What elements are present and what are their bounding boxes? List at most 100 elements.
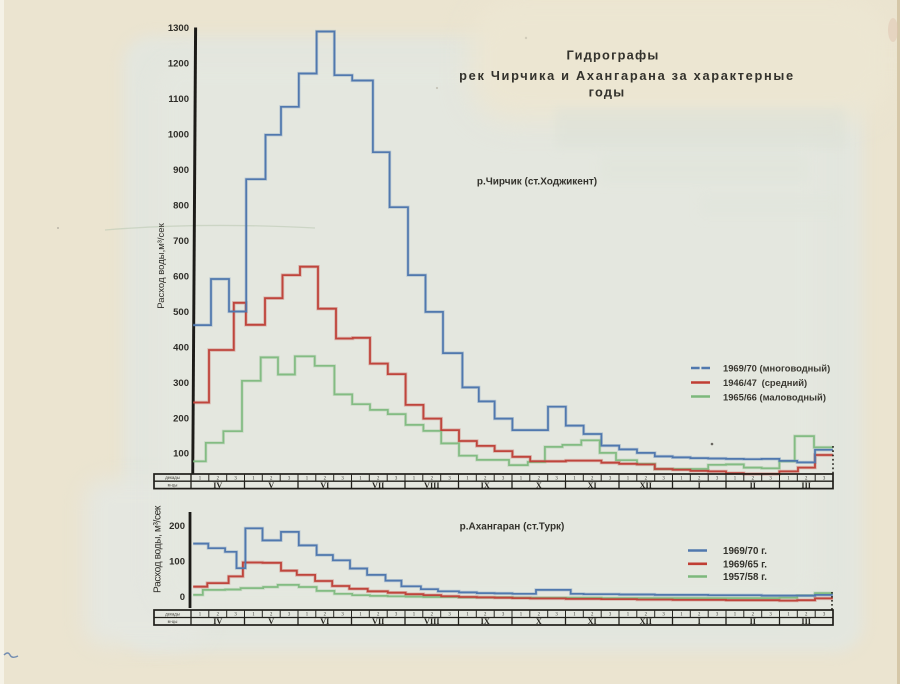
svg-text:100: 100 <box>169 557 185 568</box>
svg-text:2: 2 <box>217 476 220 481</box>
svg-text:3: 3 <box>288 476 291 481</box>
svg-text:1: 1 <box>787 476 790 481</box>
svg-text:р.Ахангаран (ст.Турк): р.Ахангаран (ст.Турк) <box>460 522 565 533</box>
svg-text:900: 900 <box>173 165 189 176</box>
svg-text:800: 800 <box>173 201 189 212</box>
svg-text:200: 200 <box>169 521 185 532</box>
svg-text:Расход воды,м³/сек: Расход воды,м³/сек <box>156 222 167 308</box>
svg-text:1000: 1000 <box>168 130 189 141</box>
svg-text:3: 3 <box>662 613 665 618</box>
svg-text:рек Чирчика и Ахангарана за ха: рек Чирчика и Ахангарана за характерные <box>459 68 795 83</box>
svg-text:1: 1 <box>734 476 737 481</box>
svg-text:1: 1 <box>199 613 202 618</box>
svg-text:1: 1 <box>680 476 683 481</box>
svg-text:р.Чирчик (ст.Ходжикент): р.Чирчик (ст.Ходжикент) <box>477 177 597 188</box>
svg-text:500: 500 <box>173 307 189 318</box>
svg-text:декады: декады <box>165 475 179 480</box>
svg-text:1: 1 <box>573 613 576 618</box>
svg-text:XII: XII <box>640 481 652 490</box>
svg-text:3: 3 <box>823 613 826 618</box>
svg-text:1: 1 <box>413 476 416 481</box>
svg-text:0: 0 <box>180 592 185 603</box>
svg-text:VIII: VIII <box>424 617 439 626</box>
svg-text:2: 2 <box>591 613 594 618</box>
svg-text:2: 2 <box>484 476 487 481</box>
svg-text:3: 3 <box>609 476 612 481</box>
svg-text:2: 2 <box>377 476 380 481</box>
svg-text:1: 1 <box>466 613 469 618</box>
svg-text:1100: 1100 <box>168 94 189 105</box>
svg-text:3: 3 <box>823 476 826 481</box>
svg-text:600: 600 <box>173 271 189 282</box>
svg-text:2: 2 <box>431 613 434 618</box>
svg-text:X: X <box>536 617 542 626</box>
svg-text:декады: декады <box>165 611 179 616</box>
svg-text:2: 2 <box>217 613 220 618</box>
svg-text:1946/47 (средний): 1946/47 (средний) <box>723 377 807 388</box>
svg-text:VI: VI <box>320 617 329 626</box>
svg-text:2: 2 <box>484 613 487 618</box>
svg-text:1: 1 <box>306 613 309 618</box>
svg-text:1: 1 <box>199 476 202 481</box>
svg-text:1: 1 <box>627 613 630 618</box>
svg-text:1: 1 <box>466 476 469 481</box>
svg-text:м-цы: м-цы <box>168 483 178 488</box>
svg-text:2: 2 <box>538 613 541 618</box>
svg-text:2: 2 <box>591 476 594 481</box>
svg-text:Гидрографы: Гидрографы <box>567 48 660 63</box>
svg-text:3: 3 <box>448 476 451 481</box>
svg-text:1: 1 <box>520 613 523 618</box>
svg-text:VI: VI <box>320 481 329 490</box>
svg-text:Расход воды, м³/сек: Расход воды, м³/сек <box>153 505 164 593</box>
svg-text:2: 2 <box>324 613 327 618</box>
svg-text:2: 2 <box>377 613 380 618</box>
svg-text:1969/70 (многоводный): 1969/70 (многоводный) <box>723 363 830 374</box>
svg-text:3: 3 <box>395 613 398 618</box>
svg-text:1: 1 <box>306 476 309 481</box>
svg-text:3: 3 <box>555 613 558 618</box>
svg-text:1965/66 (маловодный): 1965/66 (маловодный) <box>723 392 826 403</box>
svg-text:1: 1 <box>359 613 362 618</box>
svg-text:3: 3 <box>769 476 772 481</box>
svg-text:1969/70 г.: 1969/70 г. <box>723 546 767 557</box>
svg-text:3: 3 <box>502 476 505 481</box>
svg-text:2: 2 <box>805 476 808 481</box>
svg-text:IV: IV <box>213 617 222 626</box>
svg-text:XI: XI <box>588 617 597 626</box>
svg-text:3: 3 <box>341 613 344 618</box>
svg-text:100: 100 <box>173 449 189 460</box>
svg-text:XII: XII <box>640 617 652 626</box>
svg-text:200: 200 <box>173 413 189 424</box>
svg-text:1: 1 <box>734 613 737 618</box>
svg-text:VII: VII <box>372 617 384 626</box>
svg-text:1: 1 <box>252 476 255 481</box>
svg-text:3: 3 <box>288 613 291 618</box>
svg-text:2: 2 <box>645 476 648 481</box>
svg-text:3: 3 <box>769 613 772 618</box>
svg-text:3: 3 <box>234 476 237 481</box>
svg-text:2: 2 <box>270 476 273 481</box>
svg-text:3: 3 <box>662 476 665 481</box>
svg-text:1: 1 <box>787 613 790 618</box>
svg-text:1300: 1300 <box>168 23 189 34</box>
svg-text:1: 1 <box>359 476 362 481</box>
svg-text:2: 2 <box>645 613 648 618</box>
svg-text:III: III <box>801 617 811 626</box>
svg-text:3: 3 <box>502 613 505 618</box>
svg-text:XI: XI <box>588 481 597 490</box>
svg-text:1: 1 <box>520 476 523 481</box>
svg-text:3: 3 <box>448 613 451 618</box>
svg-text:1200: 1200 <box>168 59 189 70</box>
svg-text:2: 2 <box>698 476 701 481</box>
svg-text:I: I <box>698 617 701 626</box>
svg-text:IX: IX <box>481 481 490 490</box>
svg-text:2: 2 <box>752 476 755 481</box>
svg-text:IV: IV <box>213 481 222 490</box>
svg-text:1: 1 <box>413 613 416 618</box>
svg-text:700: 700 <box>173 236 189 247</box>
svg-text:1: 1 <box>252 613 255 618</box>
svg-text:2: 2 <box>698 613 701 618</box>
svg-text:3: 3 <box>716 476 719 481</box>
svg-text:1957/58 г.: 1957/58 г. <box>723 572 767 583</box>
svg-text:2: 2 <box>270 613 273 618</box>
